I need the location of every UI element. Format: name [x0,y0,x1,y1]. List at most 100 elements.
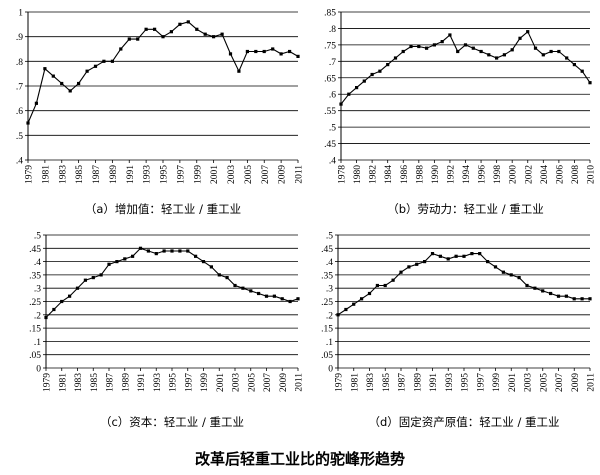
data-point [186,20,190,24]
data-point [153,27,157,31]
x-tick-label: 1999 [200,373,210,392]
x-tick-label: 1979 [335,373,345,392]
data-point [60,299,64,304]
x-tick-label: 2009 [278,165,288,184]
data-point [565,56,569,60]
data-point [43,67,47,71]
x-tick-label: 1999 [193,165,203,184]
data-point [237,69,241,73]
data-point [102,59,106,63]
data-point [367,291,372,296]
x-tick-label: 1985 [90,373,100,392]
y-tick-label: .3 [326,285,333,295]
data-point [170,249,174,253]
panel-caption: （a）增加值：轻工业 / 重工业 [85,202,241,216]
data-point [438,254,442,258]
x-tick-label: 2008 [571,165,581,184]
data-point [495,56,499,60]
y-tick-label: 0 [36,365,41,375]
y-tick-label: .2 [326,311,333,321]
y-tick-label: .4 [329,157,336,167]
data-point [257,291,261,296]
data-point [378,69,382,73]
x-tick-label: 1993 [445,373,455,392]
data-point [161,35,165,39]
data-point [541,53,545,57]
data-point [271,47,275,51]
x-tick-label: 2007 [263,373,273,392]
y-tick-label: .25 [29,298,41,308]
x-tick-label: 1991 [137,373,147,392]
data-point [580,297,584,301]
data-point [440,40,444,44]
y-tick-label: .8 [329,25,336,35]
x-tick-label: 1995 [160,165,170,184]
data-point [77,81,81,86]
data-point [432,43,436,47]
x-tick-label: 2009 [571,373,581,392]
y-tick-label: .5 [16,132,23,142]
data-point [501,270,505,274]
data-point [339,102,343,106]
x-tick-label: 1988 [415,165,425,184]
data-point [541,289,545,293]
x-tick-label: 1981 [350,373,360,392]
x-tick-label: 2004 [540,165,550,184]
data-point [556,294,561,298]
data-point [83,278,87,282]
data-point [288,299,292,304]
x-tick-label: 1981 [58,373,68,392]
data-point [393,56,398,60]
y-tick-label: .7 [329,58,336,68]
x-tick-label: 2005 [244,165,254,184]
data-point [383,283,387,288]
data-point [478,252,482,256]
data-point [479,49,483,54]
x-tick-label: 1989 [121,373,131,392]
data-point [51,74,55,78]
x-tick-label: 1999 [492,373,502,392]
data-point [186,249,190,253]
data-point [336,313,340,317]
x-tick-label: 2007 [261,165,271,184]
x-tick-label: 1997 [176,165,186,184]
data-point [391,278,395,282]
data-point [296,54,300,58]
x-tick-label: 1981 [41,165,51,184]
x-tick-label: 2003 [227,165,237,184]
y-tick-label: .6 [16,107,23,117]
x-tick-label: 1994 [462,165,472,184]
data-point [502,53,506,57]
data-point [549,49,553,54]
data-point [580,69,584,73]
data-point [417,44,421,49]
y-tick-label: .1 [34,338,41,348]
y-tick-label: .6 [329,91,336,101]
data-point [264,294,269,298]
data-point [456,49,460,54]
data-point [296,297,300,301]
y-tick-label: .45 [324,140,336,150]
data-point [75,286,80,290]
data-point [533,286,537,290]
data-point [470,252,474,256]
x-tick-label: 1980 [353,165,363,184]
x-tick-label: 2001 [508,373,518,392]
data-point [68,89,72,93]
chart-capital: 0 .05 .1 .15 .2 .25 .3 .35 .4 .45 .5 1979 1981 1983 19… [29,232,304,430]
y-tick-label: .85 [324,9,336,19]
data-point [407,265,411,269]
data-point [144,27,148,31]
x-tick-label: 1989 [109,165,119,184]
chart-value-added: .4 .5 .6 .7 .8 .9 1 1979 1981 1983 1985 1987 1989 199… [16,9,305,217]
data-point [493,265,498,269]
data-point [127,37,131,41]
series-line [45,247,299,318]
x-tick-label: 1983 [74,373,84,392]
x-tick-label: 1979 [43,373,53,392]
x-tick-label: 1979 [25,165,35,184]
x-tick-label: 2001 [216,373,226,392]
x-tick-label: 1978 [338,165,348,184]
data-point [448,33,452,37]
data-point [217,273,221,277]
